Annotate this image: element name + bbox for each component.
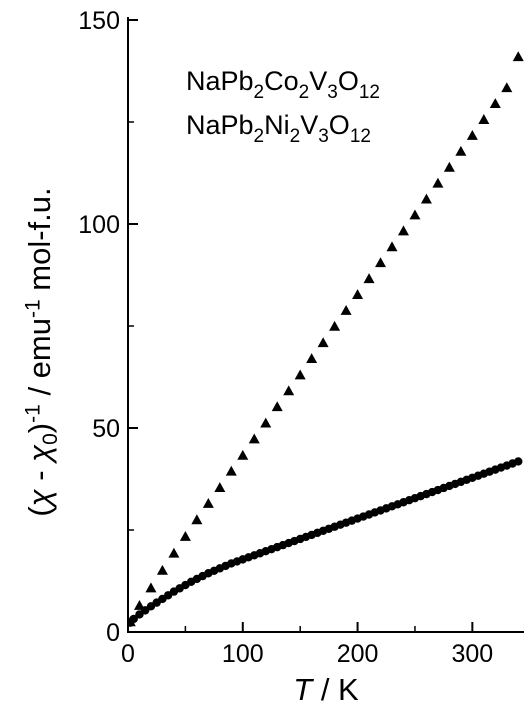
triangle-marker: [512, 51, 524, 62]
triangle-marker: [191, 514, 203, 525]
triangle-marker: [202, 497, 214, 508]
triangle-marker: [237, 449, 249, 460]
circle-marker: [514, 457, 523, 466]
y-tick-label: 150: [78, 7, 120, 35]
data-points: [128, 51, 524, 627]
triangle-marker: [478, 114, 490, 124]
triangle-marker: [375, 257, 387, 268]
y-tick-label: 0: [106, 619, 120, 647]
triangle-marker: [214, 482, 226, 492]
triangle-marker: [145, 582, 157, 593]
triangle-marker: [294, 369, 306, 380]
y-tick-label: 100: [78, 211, 120, 239]
triangle-marker: [352, 289, 364, 299]
triangle-marker: [386, 241, 398, 252]
triangle-marker: [443, 161, 455, 172]
triangle-marker: [363, 273, 375, 284]
triangle-marker: [329, 320, 341, 331]
triangle-marker: [317, 337, 329, 348]
ticks: 0 100 200 300 0 50 100 150: [78, 7, 493, 668]
x-axis-title: T / K: [293, 672, 359, 707]
triangle-marker: [340, 304, 352, 315]
triangle-marker: [168, 547, 180, 558]
triangle-marker: [432, 177, 444, 188]
x-tick-label: 100: [222, 640, 264, 668]
legend: NaPb2Co2V3O12 NaPb2Ni2V3O12: [186, 66, 380, 147]
triangle-marker: [409, 209, 421, 220]
x-tick-label: 300: [451, 640, 493, 668]
triangle-marker: [397, 225, 409, 236]
triangle-marker: [466, 129, 478, 140]
triangle-marker: [248, 433, 260, 444]
y-tick-label: 50: [92, 415, 120, 443]
triangle-marker: [156, 564, 168, 575]
triangle-marker: [179, 531, 191, 541]
triangle-marker: [306, 353, 318, 364]
triangle-marker: [133, 599, 145, 610]
triangle-marker: [225, 465, 237, 476]
y-axis-title: (χ - χ0)-1 / emu-1 mol-f.u.: [22, 187, 63, 516]
triangle-marker: [420, 193, 432, 204]
legend-entry: NaPb2Ni2V3O12: [186, 110, 371, 147]
triangle-marker: [455, 145, 467, 156]
x-tick-label: 200: [337, 640, 379, 668]
circle-marker: [129, 614, 138, 624]
triangle-marker: [489, 98, 501, 109]
triangle-marker: [283, 385, 295, 396]
triangle-marker: [501, 82, 513, 93]
triangle-marker: [260, 417, 272, 428]
x-tick-label: 0: [121, 640, 135, 668]
triangle-marker: [271, 401, 283, 412]
legend-entry: NaPb2Co2V3O12: [186, 66, 380, 103]
